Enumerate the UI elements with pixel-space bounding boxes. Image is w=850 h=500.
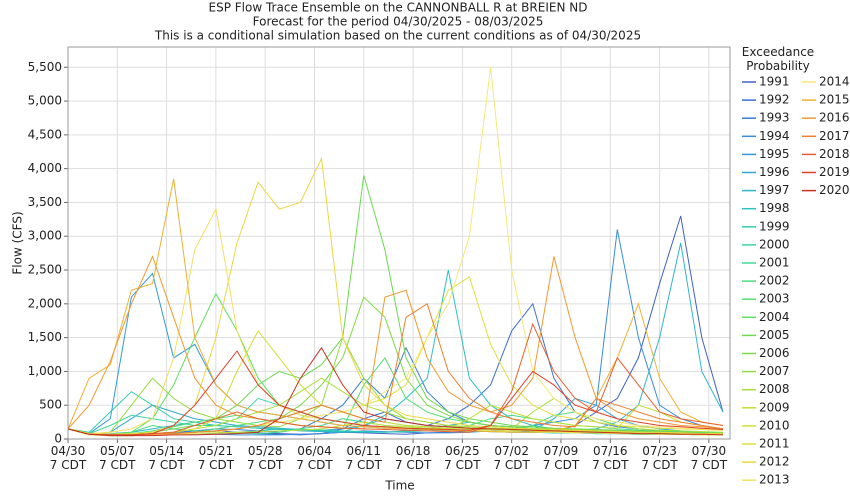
legend-label: 2017: [819, 129, 850, 143]
legend-label: 2014: [819, 75, 850, 89]
x-axis-title: Time: [384, 479, 414, 493]
series-line: [68, 346, 724, 437]
legend-label: 2003: [759, 292, 790, 306]
legend-title: Exceedance Probability: [742, 45, 814, 73]
x-tick-label: 07/09 7 CDT: [543, 444, 580, 472]
legend-label: 1991: [759, 75, 790, 89]
legend-label: 1995: [759, 147, 790, 161]
x-tick-label: 05/21 7 CDT: [198, 444, 235, 472]
y-tick-label: 4,000: [28, 161, 62, 175]
x-tick-label: 05/28 7 CDT: [247, 444, 284, 472]
x-tick-label: 07/23 7 CDT: [641, 444, 678, 472]
legend-label: 2008: [759, 382, 790, 396]
series-line: [68, 336, 724, 435]
legend-label: 2002: [759, 274, 790, 288]
legend-label: 1994: [759, 129, 790, 143]
x-tick-label: 06/25 7 CDT: [444, 444, 481, 472]
series-line: [68, 322, 724, 436]
plot-area: [68, 47, 730, 439]
x-tick-label: 07/02 7 CDT: [493, 444, 530, 472]
series-line: [68, 175, 724, 435]
legend-label: 1992: [759, 93, 790, 107]
legend-label: 1998: [759, 201, 790, 215]
legend-label: 2012: [759, 455, 790, 469]
series-line: [68, 67, 724, 437]
y-axis-title: Flow (CFS): [11, 211, 25, 274]
y-tick-label: 0: [54, 432, 62, 446]
y-tick-label: 3,000: [28, 229, 62, 243]
y-tick-label: 3,500: [28, 195, 62, 209]
series-line: [68, 303, 724, 436]
legend-label: 2015: [819, 93, 850, 107]
legend-label: 1997: [759, 183, 790, 197]
legend-label: 2001: [759, 256, 790, 270]
x-tick-label: 05/14 7 CDT: [148, 444, 185, 472]
legend-label: 2013: [759, 473, 790, 487]
x-tick-label: 07/16 7 CDT: [592, 444, 629, 472]
legend-label: 1999: [759, 219, 790, 233]
x-tick-label: 07/30 7 CDT: [691, 444, 728, 472]
legend-label: 2006: [759, 346, 790, 360]
series-line: [68, 178, 724, 433]
chart-subtitle: Forecast for the period 04/30/2025 - 08/…: [253, 15, 544, 29]
legend-label: 2007: [759, 364, 790, 378]
chart-subtitle: This is a conditional simulation based o…: [154, 29, 641, 43]
series-line: [68, 255, 724, 430]
x-tick-label: 06/18 7 CDT: [395, 444, 432, 472]
legend-label: 2010: [759, 418, 790, 432]
x-tick-label: 06/11 7 CDT: [346, 444, 383, 472]
legend-label: 2018: [819, 147, 850, 161]
legend-label: 1996: [759, 165, 790, 179]
y-tick-label: 1,500: [28, 330, 62, 344]
legend-label: 1993: [759, 111, 790, 125]
plot-border: [67, 46, 731, 440]
y-tick-label: 4,500: [28, 127, 62, 141]
legend-label: 2005: [759, 328, 790, 342]
y-tick-label: 500: [39, 398, 62, 412]
y-tick-label: 2,500: [28, 263, 62, 277]
y-tick-label: 2,000: [28, 296, 62, 310]
x-tick-label: 06/04 7 CDT: [296, 444, 333, 472]
legend-label: 2009: [759, 400, 790, 414]
legend-label: 2019: [819, 165, 850, 179]
legend-label: 2020: [819, 183, 850, 197]
legend-label: 2011: [759, 437, 790, 451]
legend-label: 2016: [819, 111, 850, 125]
legend-label: 2000: [759, 237, 790, 251]
y-tick-label: 1,000: [28, 364, 62, 378]
y-tick-label: 5,000: [28, 94, 62, 108]
chart-title: ESP Flow Trace Ensemble on the CANNONBAL…: [209, 1, 588, 15]
y-tick-label: 5,500: [28, 60, 62, 74]
series-line: [68, 350, 724, 436]
x-tick-label: 05/07 7 CDT: [99, 444, 136, 472]
legend-label: 2004: [759, 310, 790, 324]
x-tick-label: 04/30 7 CDT: [50, 444, 87, 472]
